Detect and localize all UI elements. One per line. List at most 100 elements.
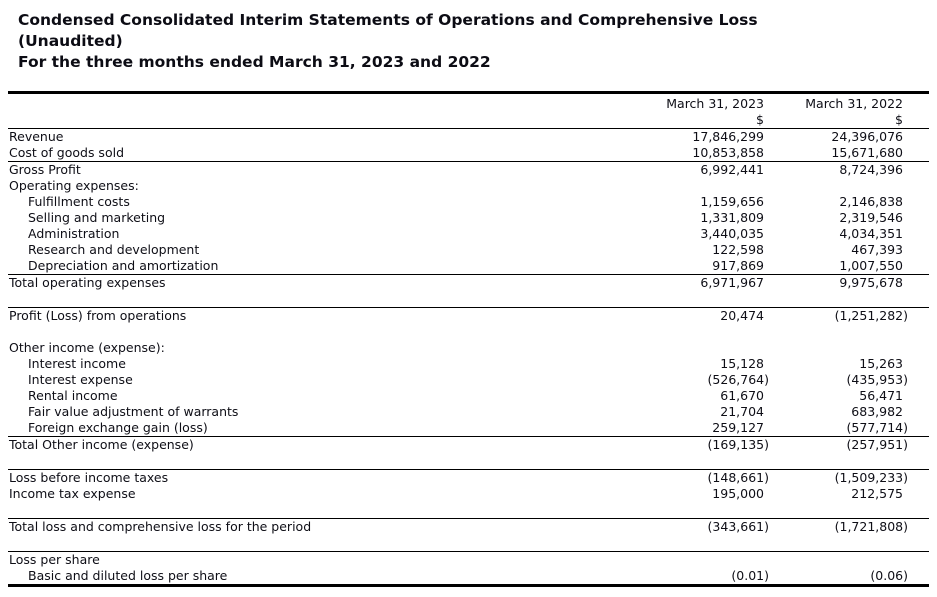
row-label: Interest income — [28, 356, 126, 371]
value-text: (169,135) — [707, 437, 769, 452]
value-cell-2023: (526,764) — [614, 372, 769, 388]
table-row: Total loss and comprehensive loss for th… — [8, 519, 929, 536]
table-row: Selling and marketing 1,331,809 2,319,546 — [8, 210, 929, 226]
value-cell-2023: 10,853,858 — [614, 145, 769, 162]
value-cell-2022: 683,982 — [769, 404, 929, 420]
value-text: (0.06) — [870, 568, 908, 583]
value-cell-2022: 15,671,680 — [769, 145, 929, 162]
statement-head: March 31, 2023 March 31, 2022 $ $ — [8, 93, 929, 129]
value-cell-2022: 9,975,678 — [769, 275, 929, 292]
row-label: Foreign exchange gain (loss) — [8, 420, 614, 437]
value-text: 259,127 — [712, 420, 764, 435]
value-cell-2023: 21,704 — [614, 404, 769, 420]
table-row: Foreign exchange gain (loss) 259,127 (577,… — [8, 420, 929, 437]
value-text: 6,992,441 — [700, 162, 764, 177]
row-label: Rental income — [28, 388, 118, 403]
value-text: 195,000 — [712, 486, 764, 501]
row-label: Profit (Loss) from operations — [9, 308, 187, 323]
currency-symbol-2023: $ — [614, 112, 769, 129]
value-cell-2023 — [614, 535, 769, 552]
table-row: Operating expenses: — [8, 178, 929, 194]
value-text: 917,869 — [712, 258, 764, 273]
value-cell-2022 — [769, 502, 929, 519]
value-cell-2022: 8,724,396 — [769, 162, 929, 179]
row-label: Depreciation and amortization — [8, 258, 614, 275]
value-cell-2023: 1,331,809 — [614, 210, 769, 226]
value-text: 15,128 — [720, 356, 764, 371]
row-label: Fair value adjustment of warrants — [28, 404, 239, 419]
value-cell-2023: (0.01) — [614, 568, 769, 586]
value-cell-2023: 6,971,967 — [614, 275, 769, 292]
value-text: (1,251,282) — [834, 308, 908, 323]
value-cell-2022 — [769, 291, 929, 308]
table-row: Total Other income (expense) (169,135) (25… — [8, 437, 929, 454]
table-row: Loss per share — [8, 552, 929, 569]
value-text: 61,670 — [720, 388, 764, 403]
row-label — [8, 453, 614, 470]
table-row: Basic and diluted loss per share (0.01) (0… — [8, 568, 929, 586]
value-cell-2023: (169,135) — [614, 437, 769, 454]
value-text: 15,263 — [859, 356, 903, 371]
value-cell-2023: 1,159,656 — [614, 194, 769, 210]
column-header-2023: March 31, 2023 — [666, 96, 764, 111]
row-label: Total Other income (expense) — [9, 437, 194, 452]
value-cell-2022: 4,034,351 — [769, 226, 929, 242]
row-label: Selling and marketing — [28, 210, 166, 225]
value-cell-2022: 15,263 — [769, 356, 929, 372]
page-subtitle: For the three months ended March 31, 202… — [18, 53, 491, 71]
value-text: 4,034,351 — [839, 226, 903, 241]
value-text: (0.01) — [731, 568, 769, 583]
document-header: Condensed Consolidated Interim Statement… — [18, 10, 937, 73]
value-cell-2023 — [614, 324, 769, 340]
spacer-row — [8, 502, 929, 519]
value-text: 1,159,656 — [700, 194, 764, 209]
value-text: (1,509,233) — [834, 470, 908, 485]
value-cell-2022 — [769, 535, 929, 552]
value-text: 10,853,858 — [692, 145, 764, 160]
row-label: Gross Profit — [9, 162, 81, 177]
row-label: Total operating expenses — [9, 275, 166, 290]
value-cell-2022: 2,146,838 — [769, 194, 929, 210]
value-cell-2022: 467,393 — [769, 242, 929, 258]
table-row: Income tax expense 195,000 212,575 — [8, 486, 929, 502]
table-row: Revenue 17,846,299 24,396,076 — [8, 129, 929, 146]
value-cell-2023: 917,869 — [614, 258, 769, 275]
value-text: (577,714) — [846, 420, 908, 435]
value-cell-2022: (1,251,282) — [769, 308, 929, 325]
value-text: 212,575 — [851, 486, 903, 501]
value-cell-2022 — [769, 324, 929, 340]
table-row: Cost of goods sold 10,853,858 15,671,680 — [8, 145, 929, 162]
page-title-line1: Condensed Consolidated Interim Statement… — [18, 11, 758, 29]
value-text: (435,953) — [846, 372, 908, 387]
column-header-2022: March 31, 2022 — [805, 96, 903, 111]
row-label: Fulfillment costs — [28, 194, 130, 209]
table-row: Fair value adjustment of warrants 21,704 6… — [8, 404, 929, 420]
row-label: Total loss and comprehensive loss for th… — [9, 519, 312, 534]
table-row: Gross Profit 6,992,441 8,724,396 — [8, 162, 929, 179]
value-text: 8,724,396 — [839, 162, 903, 177]
value-cell-2022: 2,319,546 — [769, 210, 929, 226]
value-text: (526,764) — [707, 372, 769, 387]
value-text: 122,598 — [712, 242, 764, 257]
value-cell-2023: 20,474 — [614, 308, 769, 325]
value-cell-2022: (1,509,233) — [769, 470, 929, 487]
table-row: Research and development 122,598 467,393 — [8, 242, 929, 258]
currency-header-row: $ $ — [8, 112, 929, 129]
value-cell-2022 — [769, 178, 929, 194]
value-cell-2023: 122,598 — [614, 242, 769, 258]
value-text: 2,319,546 — [839, 210, 903, 225]
row-label: Loss before income taxes — [9, 470, 169, 485]
spacer-row — [8, 453, 929, 470]
currency-header-empty — [8, 112, 614, 129]
spacer-row — [8, 324, 929, 340]
value-text: 1,331,809 — [700, 210, 764, 225]
value-text: (257,951) — [846, 437, 908, 452]
value-cell-2022 — [769, 453, 929, 470]
spacer-row — [8, 535, 929, 552]
table-row: Rental income 61,670 56,471 — [8, 388, 929, 404]
value-cell-2022 — [769, 552, 929, 569]
row-label: Interest expense — [28, 372, 133, 387]
statement-page: Condensed Consolidated Interim Statement… — [0, 10, 937, 597]
table-row: Profit (Loss) from operations 20,474 (1,25… — [8, 308, 929, 325]
value-cell-2023: 61,670 — [614, 388, 769, 404]
